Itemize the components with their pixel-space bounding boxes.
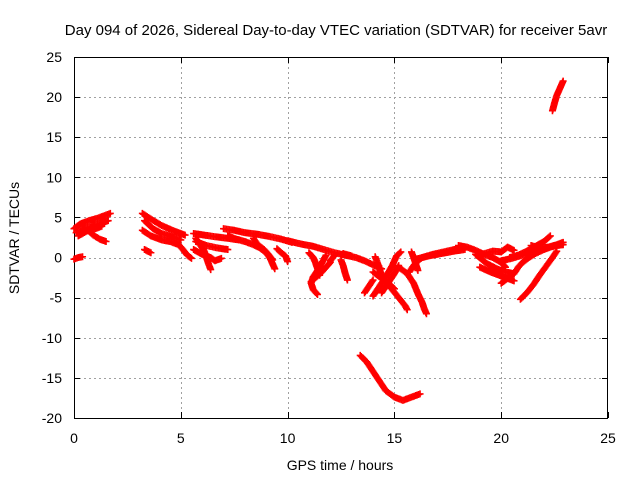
data-series <box>378 262 403 297</box>
data-series <box>220 225 296 246</box>
data-point <box>369 276 377 284</box>
data-point <box>102 238 110 246</box>
data-point <box>284 258 292 266</box>
data-series <box>326 251 339 265</box>
data-point <box>98 222 106 230</box>
data-series <box>337 256 351 284</box>
data-point <box>327 256 335 264</box>
y-axis-label: SDTVAR / TECUs <box>6 182 22 294</box>
data-series <box>478 243 518 258</box>
data-series <box>140 246 155 257</box>
data-series <box>249 234 277 264</box>
data-point <box>268 255 276 263</box>
x-tick-label: 10 <box>280 430 296 446</box>
data-point <box>207 266 215 274</box>
data-point <box>559 77 567 85</box>
y-tick-label: -20 <box>42 410 62 426</box>
data-series <box>192 234 215 274</box>
data-point <box>552 248 560 256</box>
data-point <box>181 231 189 239</box>
y-tick-label: 10 <box>46 169 62 185</box>
x-tick-label: 0 <box>70 430 78 446</box>
x-tick-label: 5 <box>177 430 185 446</box>
y-tick-label: 5 <box>54 209 62 225</box>
y-tick-label: 20 <box>46 89 62 105</box>
data-series <box>369 248 405 300</box>
axis-ticks: 0 5 10 15 20 25 -20 -15 -10 -5 0 5 10 15 20 25 <box>42 49 616 446</box>
data-series <box>339 250 356 260</box>
x-tick-label: 25 <box>600 430 616 446</box>
data-series <box>85 227 110 246</box>
data-point <box>414 266 422 274</box>
data-point <box>147 249 155 257</box>
data-point <box>390 285 398 293</box>
data-series <box>307 251 330 298</box>
data-series <box>140 217 185 244</box>
data-series <box>273 245 292 266</box>
data-series <box>356 351 424 404</box>
data-point <box>397 248 405 256</box>
data-point <box>217 254 225 262</box>
data-point <box>510 277 518 285</box>
x-tick-label: 15 <box>387 430 403 446</box>
data-series <box>506 232 554 262</box>
x-tick-label: 20 <box>493 430 509 446</box>
chart-title: Day 094 of 2026, Sidereal Day-to-day VTE… <box>65 22 607 39</box>
data-points <box>70 77 567 404</box>
data-point <box>343 276 351 284</box>
data-point <box>224 246 232 254</box>
plot-frame <box>74 57 608 419</box>
y-tick-label: -10 <box>42 330 62 346</box>
y-tick-label: -5 <box>50 290 63 306</box>
data-series <box>70 253 87 263</box>
data-series <box>412 246 469 263</box>
data-point <box>422 310 430 318</box>
data-series <box>540 241 567 254</box>
y-tick-label: 15 <box>46 129 62 145</box>
data-point <box>104 217 112 225</box>
data-point <box>186 254 194 262</box>
data-point <box>79 253 87 261</box>
data-series <box>70 209 114 233</box>
y-tick-label: 25 <box>46 49 62 65</box>
data-point <box>368 277 376 285</box>
data-point <box>510 246 518 254</box>
data-point <box>546 232 554 240</box>
data-point <box>313 289 321 297</box>
data-point <box>271 265 279 273</box>
data-series <box>360 276 377 297</box>
data-series <box>138 226 195 262</box>
data-point <box>106 209 114 217</box>
data-series <box>138 209 189 239</box>
data-point <box>559 241 567 249</box>
data-point <box>396 249 404 257</box>
data-point <box>326 257 334 265</box>
data-point <box>389 284 397 292</box>
data-point <box>348 252 356 260</box>
data-point <box>177 236 185 244</box>
data-point <box>416 390 424 398</box>
data-point <box>545 233 553 241</box>
data-point <box>403 306 411 314</box>
y-tick-label: -15 <box>42 370 62 386</box>
data-series <box>548 77 567 115</box>
data-series <box>395 263 430 318</box>
data-series <box>516 247 561 303</box>
data-point <box>269 256 277 264</box>
data-point <box>187 254 195 262</box>
y-tick-label: 0 <box>54 250 62 266</box>
x-axis-label: GPS time / hours <box>287 457 394 473</box>
data-point <box>314 290 322 298</box>
